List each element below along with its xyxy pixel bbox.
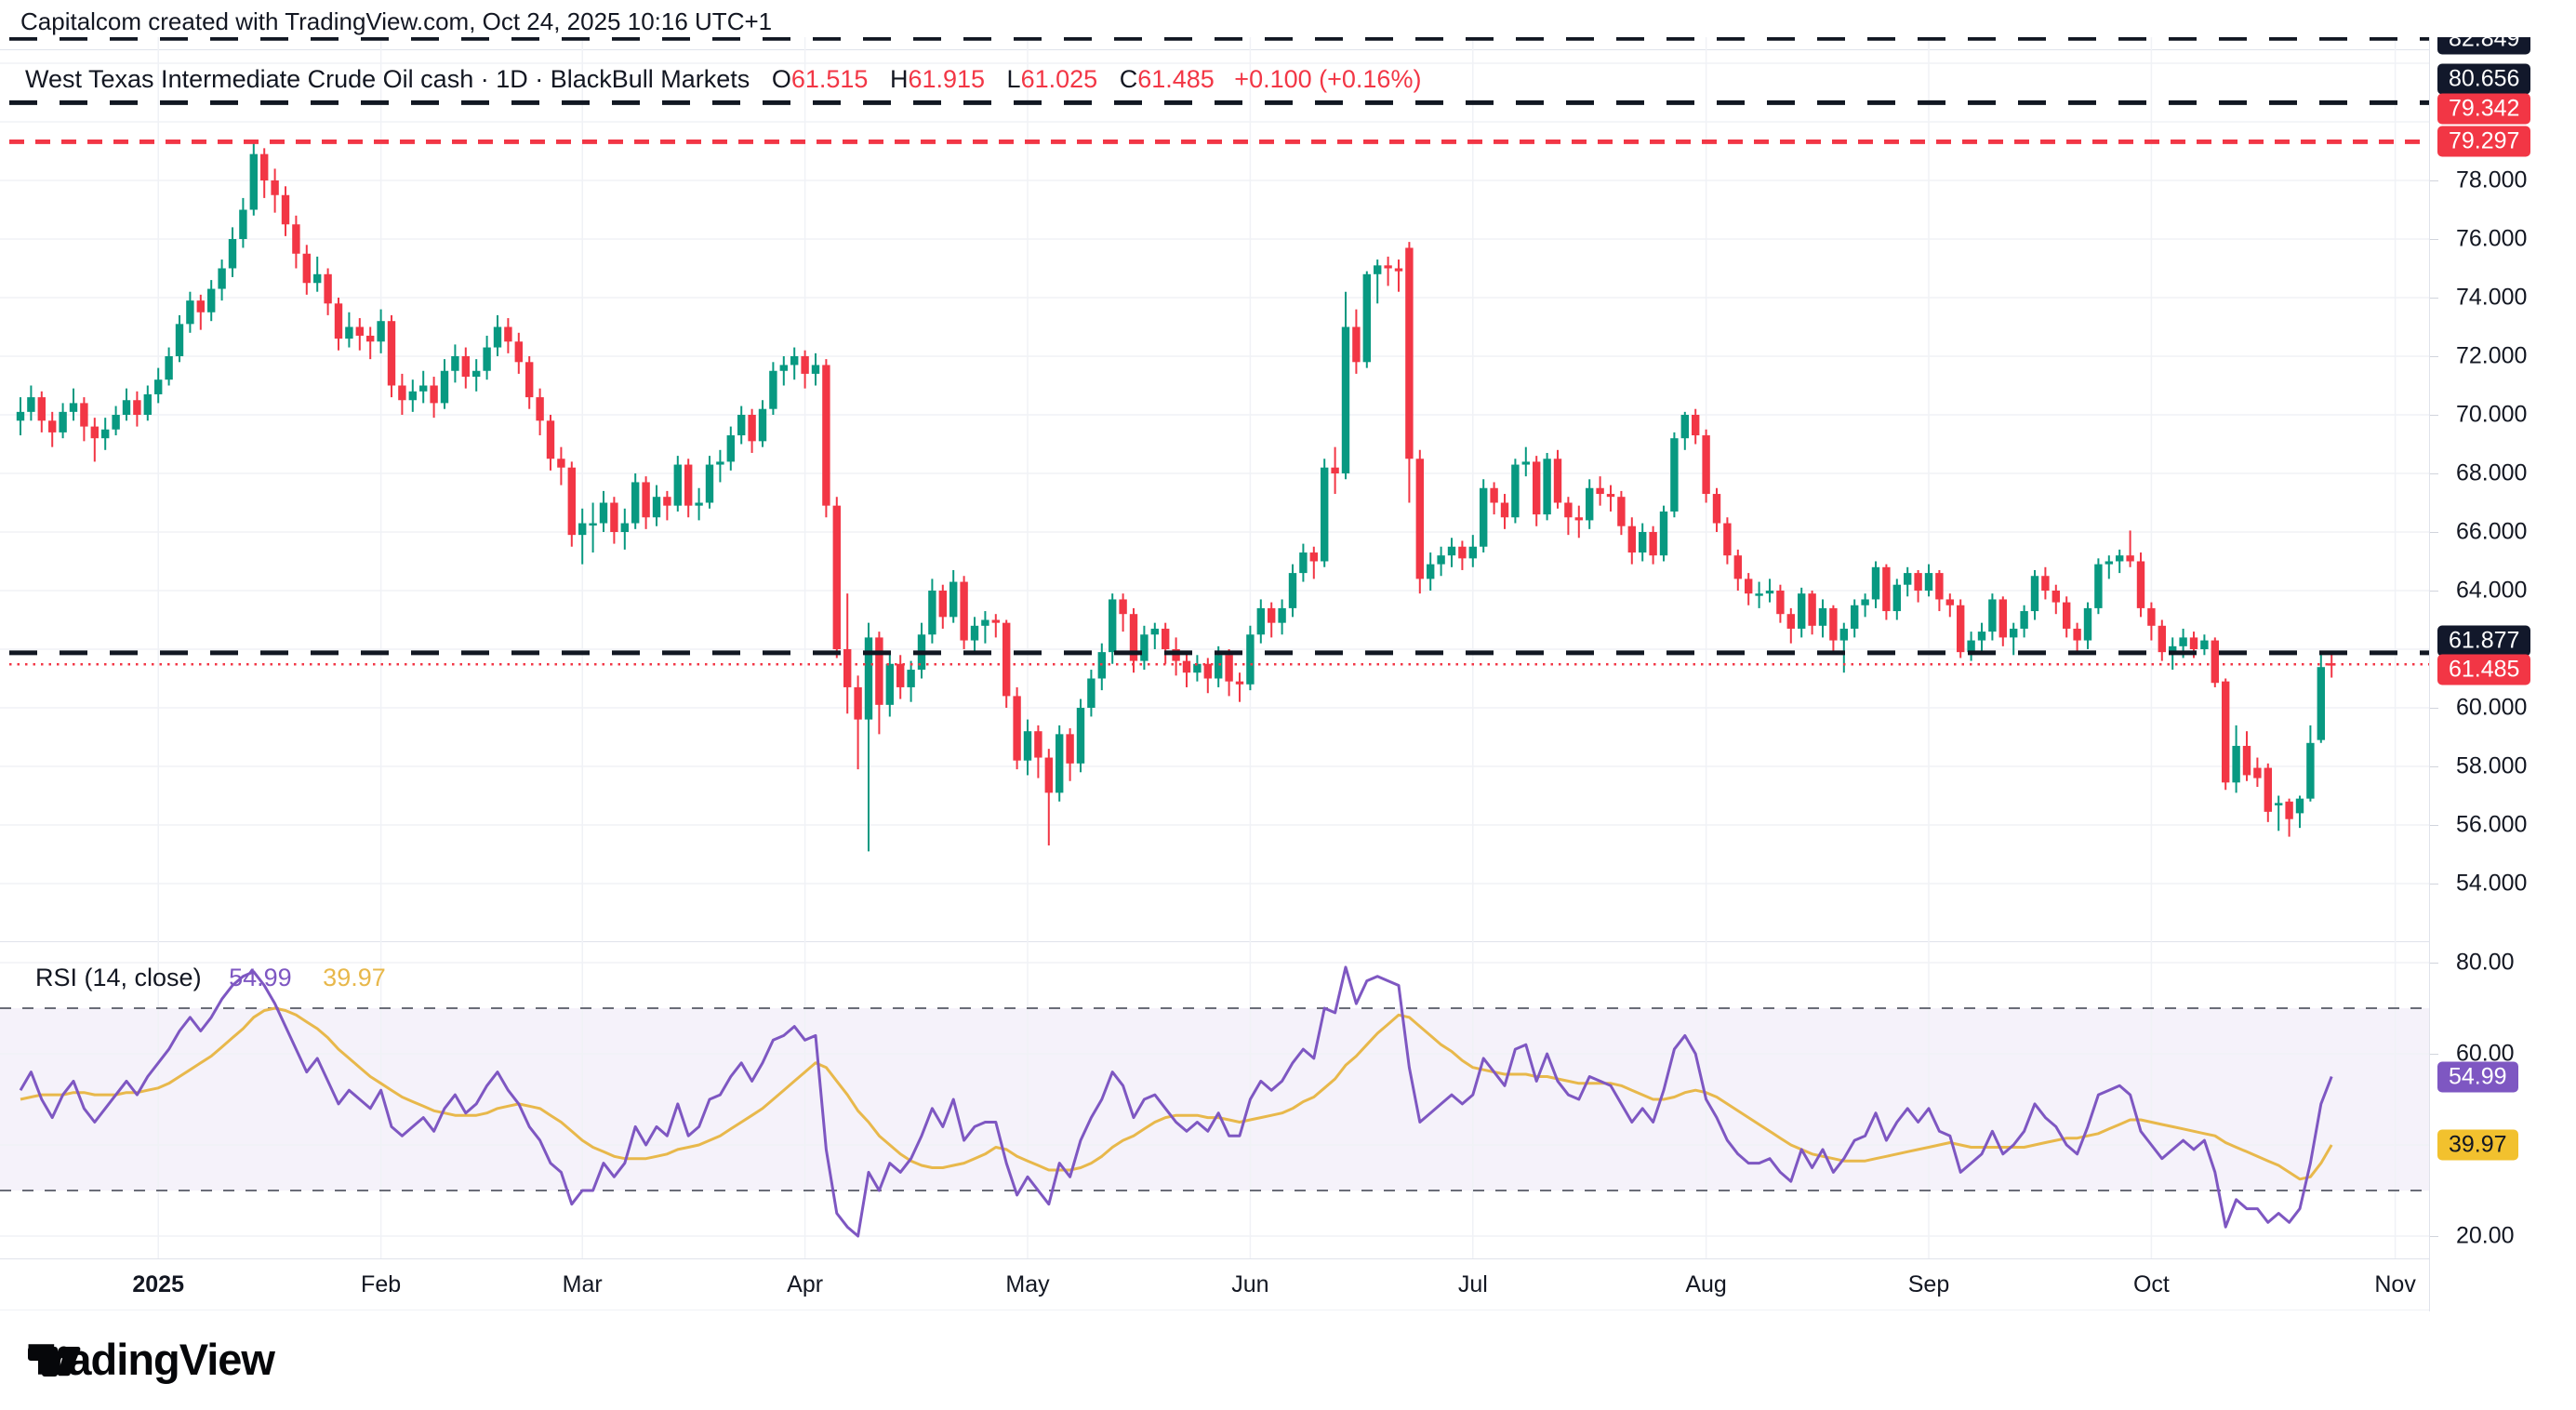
time-axis-label-Apr: Apr	[787, 1271, 824, 1297]
price-axis-tick	[2430, 473, 2438, 474]
change-value: +0.100 (+0.16%)	[1234, 65, 1422, 93]
price-axis-label: 68.000	[2456, 459, 2528, 486]
time-axis-label-Jun: Jun	[1231, 1271, 1269, 1297]
price-axis-label: 54.000	[2456, 870, 2528, 897]
price-axis-label: 58.000	[2456, 752, 2528, 779]
rsi-ma-value: 39.97	[323, 964, 386, 991]
price-axis-tick	[2430, 766, 2438, 767]
price-axis-label: 64.000	[2456, 577, 2528, 604]
price-axis-label: 76.000	[2456, 225, 2528, 252]
pane-separator[interactable]	[0, 941, 2576, 942]
pane-top-border	[0, 49, 2576, 50]
time-axis[interactable]: 2025 Feb Mar Apr May Jun Jul Aug Sep Oct Nov	[0, 1258, 2576, 1310]
rsi-value-badge: 39.97	[2437, 1129, 2518, 1161]
time-axis-label-2025: 2025	[132, 1271, 184, 1297]
symbol-title[interactable]: West Texas Intermediate Crude Oil cash ·…	[25, 65, 750, 93]
close-value: 61.485	[1137, 65, 1215, 93]
price-axis-tick	[2430, 415, 2438, 416]
price-level-badge: 79.297	[2437, 126, 2531, 157]
price-axis-tick	[2430, 825, 2438, 826]
rsi-axis-tick	[2430, 1054, 2438, 1055]
price-axis-tick	[2430, 298, 2438, 299]
price-level-badge: 61.485	[2437, 654, 2531, 685]
price-axis-label: 74.000	[2456, 284, 2528, 311]
price-axis-label: 60.000	[2456, 694, 2528, 721]
low-label: L	[1006, 65, 1021, 93]
low-value: 61.025	[1020, 65, 1098, 93]
rsi-axis-tick	[2430, 1236, 2438, 1237]
time-axis-label-May: May	[1005, 1271, 1050, 1297]
price-level-badge: 82.849	[2437, 37, 2531, 55]
time-axis-label-Nov: Nov	[2374, 1271, 2416, 1297]
rsi-axis-label: 80.00	[2456, 949, 2515, 976]
price-axis-label: 72.000	[2456, 342, 2528, 369]
price-axis-tick	[2430, 356, 2438, 357]
price-level-badge: 61.877	[2437, 625, 2531, 657]
time-axis-label-Feb: Feb	[361, 1271, 402, 1297]
rsi-axis-label: 20.00	[2456, 1222, 2515, 1249]
symbol-legend: West Texas Intermediate Crude Oil cash ·…	[25, 65, 1421, 94]
attribution-text: Capitalcom created with TradingView.com,…	[20, 7, 773, 35]
price-axis-label: 70.000	[2456, 401, 2528, 428]
rsi-legend: RSI (14, close) 54.99 39.97	[35, 964, 386, 992]
open-label: O	[771, 65, 791, 93]
price-axis-tick	[2430, 708, 2438, 709]
rsi-indicator-pane[interactable]	[0, 941, 2429, 1258]
rsi-value-badge: 54.99	[2437, 1061, 2518, 1093]
price-axis-tick	[2430, 532, 2438, 533]
time-axis-label-Aug: Aug	[1685, 1271, 1727, 1297]
price-chart-pane[interactable]	[0, 37, 2429, 941]
time-axis-label-Sep: Sep	[1907, 1271, 1950, 1297]
tradingview-logo[interactable]: TradingView	[28, 1334, 275, 1385]
price-axis-label: 66.000	[2456, 518, 2528, 545]
time-axis-label-Mar: Mar	[562, 1271, 603, 1297]
time-axis-label-Oct: Oct	[2132, 1271, 2170, 1297]
rsi-value: 54.99	[229, 964, 292, 991]
rsi-axis-tick	[2430, 963, 2438, 964]
time-axis-label-Jul: Jul	[1457, 1271, 1488, 1297]
close-label: C	[1119, 65, 1138, 93]
price-axis-tick	[2430, 884, 2438, 885]
time-axis-border	[0, 1258, 2576, 1259]
price-axis-tick	[2430, 591, 2438, 592]
open-value: 61.515	[790, 65, 869, 93]
price-level-badge: 80.656	[2437, 63, 2531, 95]
price-axis-label: 78.000	[2456, 166, 2528, 193]
price-level-badge: 79.342	[2437, 93, 2531, 125]
high-label: H	[889, 65, 909, 93]
tradingview-logo-icon	[28, 1346, 81, 1377]
price-axis[interactable]: 78.000 76.000 74.000 72.000 70.000 68.000 66.0…	[2429, 37, 2576, 1311]
high-value: 61.915	[908, 65, 986, 93]
price-axis-tick	[2430, 180, 2438, 181]
price-axis-tick	[2430, 239, 2438, 240]
rsi-title[interactable]: RSI (14, close)	[35, 964, 202, 991]
price-axis-label: 56.000	[2456, 811, 2528, 838]
